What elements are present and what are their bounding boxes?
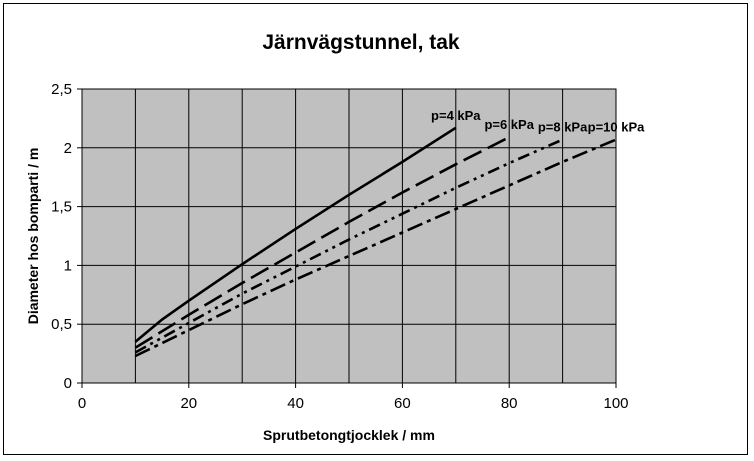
grid-layer xyxy=(82,89,616,383)
x-tick-label: 60 xyxy=(394,395,411,412)
x-tick-label: 80 xyxy=(501,395,518,412)
y-tick-label: 0 xyxy=(64,375,72,392)
y-tick-label: 1,5 xyxy=(51,199,72,216)
series-layer xyxy=(134,126,617,358)
series-label: p=8 kPa xyxy=(538,120,588,135)
series-label: p=4 kPa xyxy=(431,108,481,123)
y-tick-label: 1 xyxy=(64,257,72,274)
tick-layer: 0 20 40 60 80 100 0 0,5 1 1,5 2 2,5 xyxy=(51,81,628,412)
y-tick-label: 2 xyxy=(64,140,72,157)
chart-frame: Järnvägstunnel, tak 0 20 40 60 80 100 0 0,5 1 1,5… xyxy=(3,3,748,455)
series-line-p-6-kpa xyxy=(134,136,510,349)
chart-title: Järnvägstunnel, tak xyxy=(262,31,460,54)
series-label: p=6 kPa xyxy=(484,117,534,132)
x-tick-label: 100 xyxy=(603,395,628,412)
x-tick-label: 20 xyxy=(180,395,197,412)
y-tick-label: 0,5 xyxy=(51,316,72,333)
series-line-p-8-kpa xyxy=(134,138,564,354)
y-tick-label: 2,5 xyxy=(51,81,72,98)
series-line-p-4-kpa xyxy=(134,126,457,343)
y-axis-title: Diameter hos bomparti / m xyxy=(25,148,41,325)
x-tick-label: 0 xyxy=(78,395,86,412)
x-axis-title: Sprutbetongtjocklek / mm xyxy=(263,427,435,443)
x-tick-label: 40 xyxy=(287,395,304,412)
series-label: p=10 kPa xyxy=(588,120,646,135)
chart-svg: Järnvägstunnel, tak 0 20 40 60 80 100 0 0,5 1 1,5… xyxy=(25,31,645,443)
